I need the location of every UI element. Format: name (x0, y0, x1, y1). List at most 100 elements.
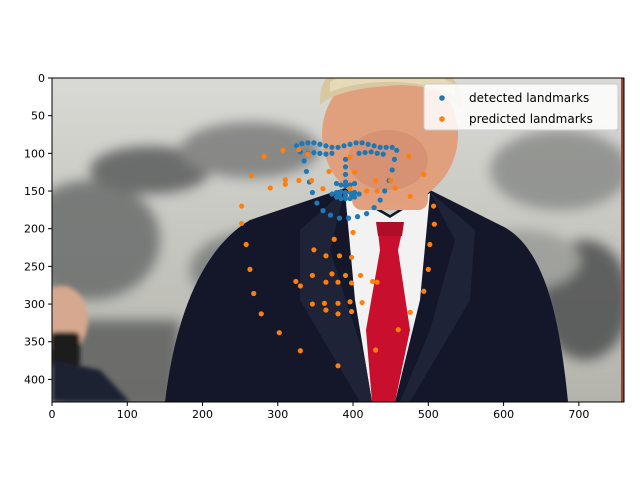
y-tick-label: 200 (24, 223, 45, 236)
predicted-landmark-point (311, 247, 317, 253)
detected-landmark-point (309, 189, 316, 196)
y-tick-label: 150 (24, 185, 45, 198)
landmark-points (239, 140, 437, 369)
detected-landmark-point (317, 150, 323, 156)
predicted-landmark-point (329, 271, 335, 277)
detected-landmark-point (371, 205, 377, 211)
predicted-landmark-point (323, 307, 329, 313)
detected-landmark-point (342, 164, 349, 170)
detected-landmark-point (348, 192, 355, 198)
predicted-landmark-point (335, 300, 341, 306)
detected-landmark-point (311, 149, 317, 156)
predicted-landmark-point (425, 266, 431, 272)
predicted-landmark-point (357, 272, 364, 279)
x-tick-label: 0 (49, 408, 56, 421)
detected-landmark-point (341, 143, 347, 149)
predicted-landmark-point (388, 177, 394, 184)
detected-landmark-point (377, 197, 383, 203)
detected-landmark-point (320, 208, 326, 214)
predicted-landmark-point (323, 279, 329, 285)
x-tick-label: 200 (192, 408, 213, 421)
x-tick-label: 400 (343, 408, 364, 421)
predicted-landmark-point (258, 311, 264, 317)
legend: detected landmarks predicted landmarks (423, 83, 619, 131)
detected-landmark-point (364, 211, 370, 217)
predicted-landmark-point (309, 177, 315, 184)
detected-landmark-point (389, 144, 395, 150)
detected-landmark-point (351, 180, 358, 187)
predicted-landmark-point (350, 229, 356, 236)
predicted-landmark-point (296, 177, 302, 184)
detected-landmark-point (342, 156, 349, 162)
detected-landmark-point (342, 179, 349, 185)
predicted-landmark-point (407, 193, 413, 199)
predicted-landmark-point (351, 169, 358, 175)
predicted-landmark-point (247, 266, 253, 272)
predicted-landmark-point (364, 188, 370, 194)
predicted-landmark-point (406, 153, 412, 159)
detected-landmark-point (356, 191, 362, 197)
predicted-landmark-point (370, 278, 376, 285)
detected-landmark-point (374, 150, 380, 156)
detected-landmark-point (354, 214, 361, 220)
x-tick-label: 700 (568, 408, 589, 421)
predicted-landmark-point (320, 186, 326, 192)
detected-landmark-point (391, 156, 398, 162)
detected-landmark-point (394, 147, 400, 153)
detected-landmark-point (342, 171, 349, 178)
y-tick-label: 0 (38, 72, 45, 85)
predicted-landmark-point (421, 288, 427, 294)
detected-landmark-point (317, 141, 323, 147)
predicted-landmark-point (421, 171, 427, 178)
predicted-landmark-point (282, 177, 288, 183)
predicted-landmark-point (336, 253, 343, 259)
detected-landmark-point (294, 143, 300, 149)
detected-landmark-point (347, 182, 353, 188)
detected-landmark-point (347, 141, 353, 147)
predicted-landmark-point (335, 363, 341, 369)
predicted-landmark-point (280, 147, 286, 153)
predicted-landmark-point (359, 299, 365, 306)
predicted-landmark-point (239, 203, 245, 209)
detected-landmark-point (371, 143, 377, 149)
detected-landmark-point (329, 144, 335, 150)
detected-landmark-point (333, 180, 340, 187)
predicted-landmark-point (430, 203, 437, 209)
predicted-landmark-point (348, 280, 355, 286)
detected-landmark-point (342, 192, 349, 199)
x-tick-label: 100 (117, 408, 138, 421)
predicted-landmark-point (427, 241, 433, 248)
predicted-landmark-point (243, 241, 249, 248)
detected-landmark-point (383, 144, 389, 150)
y-axis: 0 50 100 150 200 250 300 350 400 (24, 72, 52, 386)
predicted-landmark-point (331, 236, 337, 242)
predicted-landmark-point (431, 221, 437, 227)
legend-label-predicted: predicted landmarks (469, 112, 593, 126)
legend-marker-detected (439, 95, 445, 101)
predicted-landmark-point (296, 146, 302, 153)
predicted-landmark-point (282, 181, 288, 187)
detected-landmark-point (377, 144, 383, 150)
plot-frame (51, 77, 625, 403)
detected-landmark-point (305, 140, 311, 146)
predicted-landmark-point (374, 188, 380, 194)
predicted-landmark-point (309, 272, 316, 279)
detected-landmark-point (365, 141, 371, 147)
predicted-landmark-point (392, 185, 398, 191)
background-photo (52, 78, 624, 402)
predicted-landmark-point (342, 272, 349, 279)
y-tick-label: 250 (24, 260, 45, 273)
predicted-landmark-point (347, 154, 353, 160)
y-tick-label: 300 (24, 298, 45, 311)
predicted-landmark-point (407, 309, 413, 315)
detected-landmark-point (329, 191, 335, 197)
predicted-landmark-point (348, 308, 355, 315)
predicted-landmark-point (374, 279, 380, 285)
predicted-landmark-point (276, 330, 282, 336)
predicted-landmark-point (267, 185, 273, 191)
predicted-landmark-point (323, 253, 329, 259)
detected-landmark-point (327, 212, 334, 218)
detected-landmark-point (359, 140, 365, 146)
predicted-landmark-point (297, 348, 303, 354)
x-tick-label: 300 (267, 408, 288, 421)
